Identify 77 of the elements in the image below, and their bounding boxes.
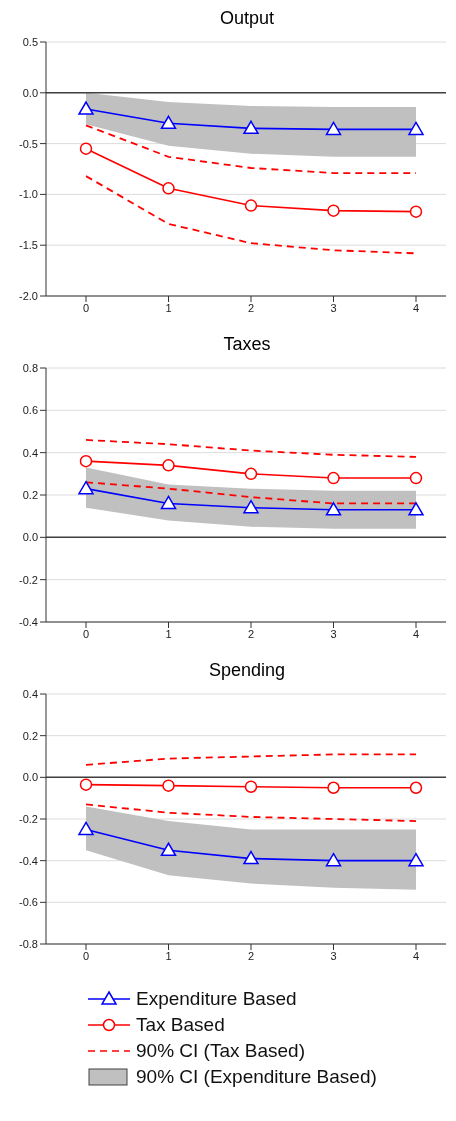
y-tick-label: -0.4 [19,615,38,628]
y-tick-label: -0.8 [19,937,38,950]
y-tick-label: -0.2 [19,573,38,586]
y-tick-label: 0.8 [22,361,38,374]
x-tick-label: 4 [412,949,420,962]
x-tick-label: 3 [330,949,337,962]
x-tick-label: 2 [247,949,255,962]
point [325,502,342,516]
point [78,821,94,836]
y-tick-label: 0.6 [22,404,38,417]
y-tick-label: 0.0 [22,771,38,784]
point [160,495,177,510]
x-tick-label: 0 [82,627,90,640]
line-series [85,439,417,458]
y-tick-label: -0.5 [19,137,38,150]
point [409,781,423,794]
point [244,780,258,793]
point [243,850,259,865]
line-series [85,803,417,822]
line-series [85,124,417,174]
x-tick-label: 0 [82,949,90,962]
point [162,182,175,195]
y-tick-label: 0.0 [22,86,38,99]
y-tick-label: 0.5 [22,35,38,48]
point [408,852,424,867]
point [79,142,93,155]
y-tick-label: 0.2 [22,729,38,742]
point [243,499,259,514]
chart-title: Taxes [222,334,272,356]
chart-title: Output [218,8,275,30]
y-tick-label: -2.0 [19,289,38,302]
x-tick-label: 0 [82,301,90,314]
text: 90% CI (Expenditure Based) [136,1066,377,1088]
point [327,471,340,485]
y-tick-label: 0.4 [22,687,38,700]
point [244,467,258,481]
point [160,115,177,130]
point [162,779,175,792]
legend-label: Tax Based [136,1014,225,1036]
y-tick-label: -1.5 [19,239,38,252]
x-tick-label: 1 [165,949,172,962]
point [409,205,423,218]
x-tick-label: 2 [247,627,255,640]
point [162,459,175,472]
x-tick-label: 3 [330,301,337,314]
x-tick-label: 1 [165,301,172,314]
point [160,842,177,856]
point [325,852,342,867]
y-tick-label: -1.0 [19,188,38,201]
x-tick-label: 4 [412,301,420,314]
point [243,120,259,135]
x-tick-label: 3 [330,627,337,640]
point [408,121,424,136]
chart-title: Spending [207,660,287,682]
y-tick-label: -0.2 [19,812,38,825]
x-tick-label: 2 [247,301,255,314]
y-tick-label: 0.4 [22,446,38,459]
line-series [85,753,417,766]
point [244,199,258,212]
point [79,454,93,468]
legend-label: Expenditure Based [136,988,297,1010]
x-tick-label: 1 [165,627,172,640]
point [327,781,340,794]
point [78,480,94,495]
point [408,502,424,516]
point [327,204,340,217]
y-tick-label: 0.0 [22,531,38,544]
y-tick-label: -0.4 [19,854,38,867]
y-tick-label: -0.6 [19,896,38,909]
line-series [85,175,417,255]
point [78,101,94,115]
point [325,121,342,136]
point [409,471,423,485]
legend-label: 90% CI (Tax Based) [136,1040,305,1062]
x-tick-label: 4 [412,627,420,640]
y-tick-label: 0.2 [22,488,38,501]
point [79,778,93,791]
